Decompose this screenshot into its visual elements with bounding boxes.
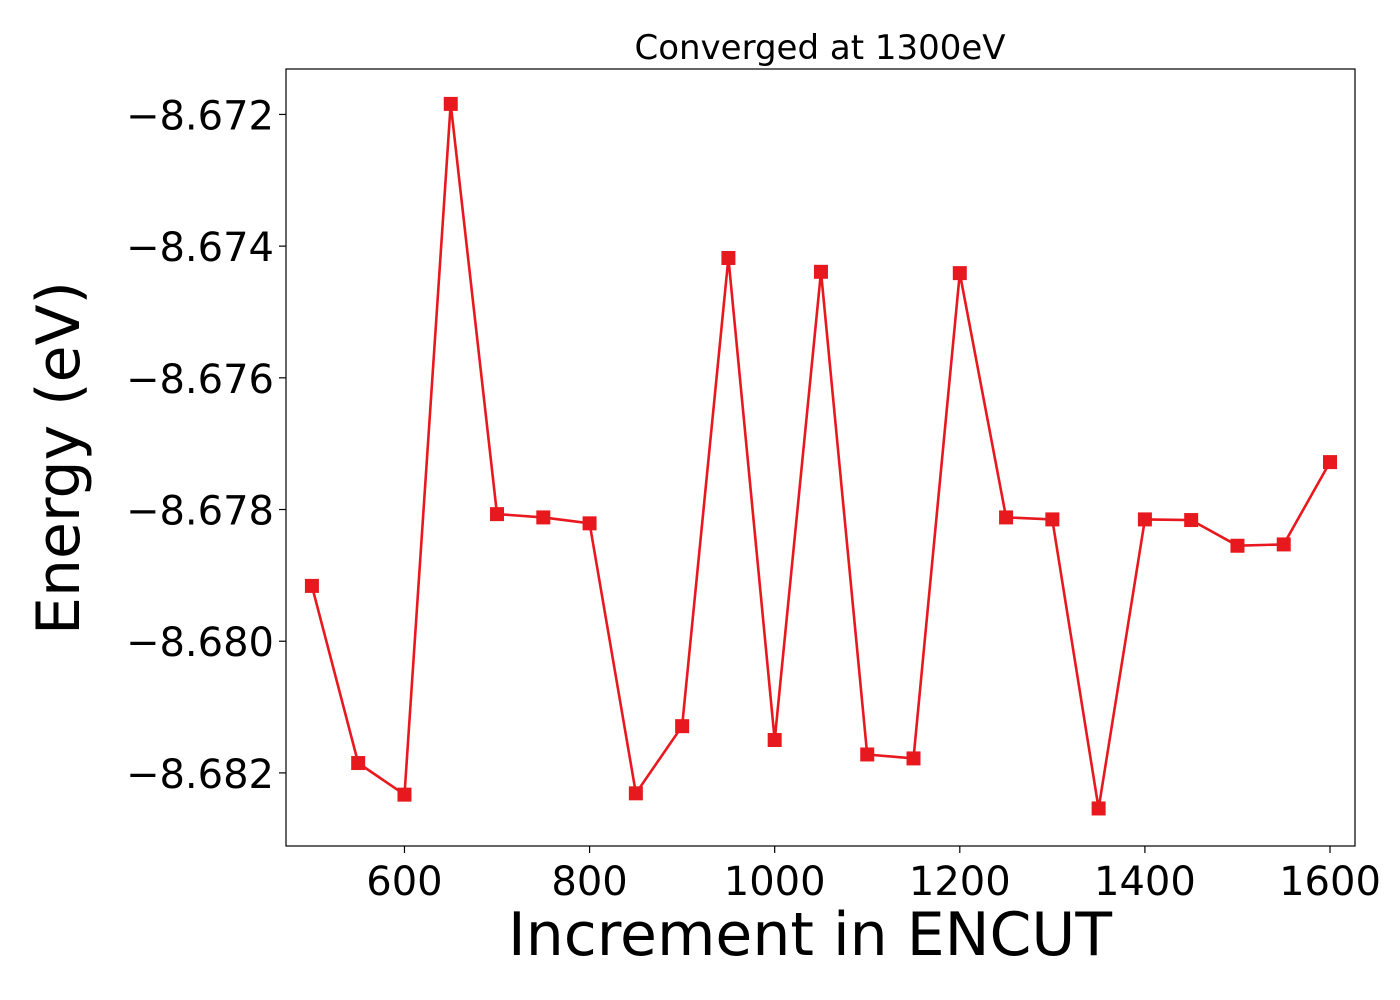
data-point-marker [813,264,828,279]
data-point-marker [1091,801,1106,816]
data-point-marker [490,507,505,522]
data-point-marker [860,747,875,762]
data-point-marker [1323,455,1338,470]
y-tick-label: −8.672 [126,93,274,139]
y-axis-title: Energy (eV) [24,281,94,635]
data-point-marker [1045,512,1060,527]
data-point-marker [1230,538,1245,553]
data-point-marker [952,266,967,281]
data-point-marker [628,786,643,801]
chart-title: Converged at 1300eV [634,28,1005,68]
data-point-marker [351,756,366,771]
data-point-marker [721,250,736,265]
y-tick-label: −8.682 [126,752,274,798]
data-point-marker [1184,513,1199,528]
y-tick-label: −8.676 [126,357,274,403]
data-point-marker [1137,512,1152,527]
data-point-marker [906,751,921,766]
x-tick-label: 1600 [1279,859,1381,905]
x-tick-label: 600 [366,859,442,905]
data-point-marker [999,510,1014,525]
data-point-marker [767,732,782,747]
y-tick-label: −8.674 [126,225,274,271]
x-tick-label: 1400 [1094,859,1196,905]
x-tick-label: 1200 [909,859,1011,905]
data-point-marker [304,578,319,593]
y-tick-label: −8.678 [126,489,274,535]
x-axis-ticks: 600 800 1000 1200 1400 1600 [366,846,1381,905]
x-axis-title: Increment in ENCUT [508,900,1112,970]
data-point-marker [582,516,597,531]
data-point-marker [675,719,690,734]
y-tick-label: −8.680 [126,620,274,666]
data-point-marker [536,510,551,525]
data-point-marker [443,96,458,111]
data-point-marker [1276,537,1291,552]
y-axis-ticks: −8.672 −8.674 −8.676 −8.678 −8.680 −8.682 [126,93,286,798]
plot-frame [285,68,1356,847]
x-tick-label: 1000 [724,859,826,905]
series-layer [304,96,1338,816]
x-tick-label: 800 [551,859,627,905]
data-point-marker [397,787,412,802]
